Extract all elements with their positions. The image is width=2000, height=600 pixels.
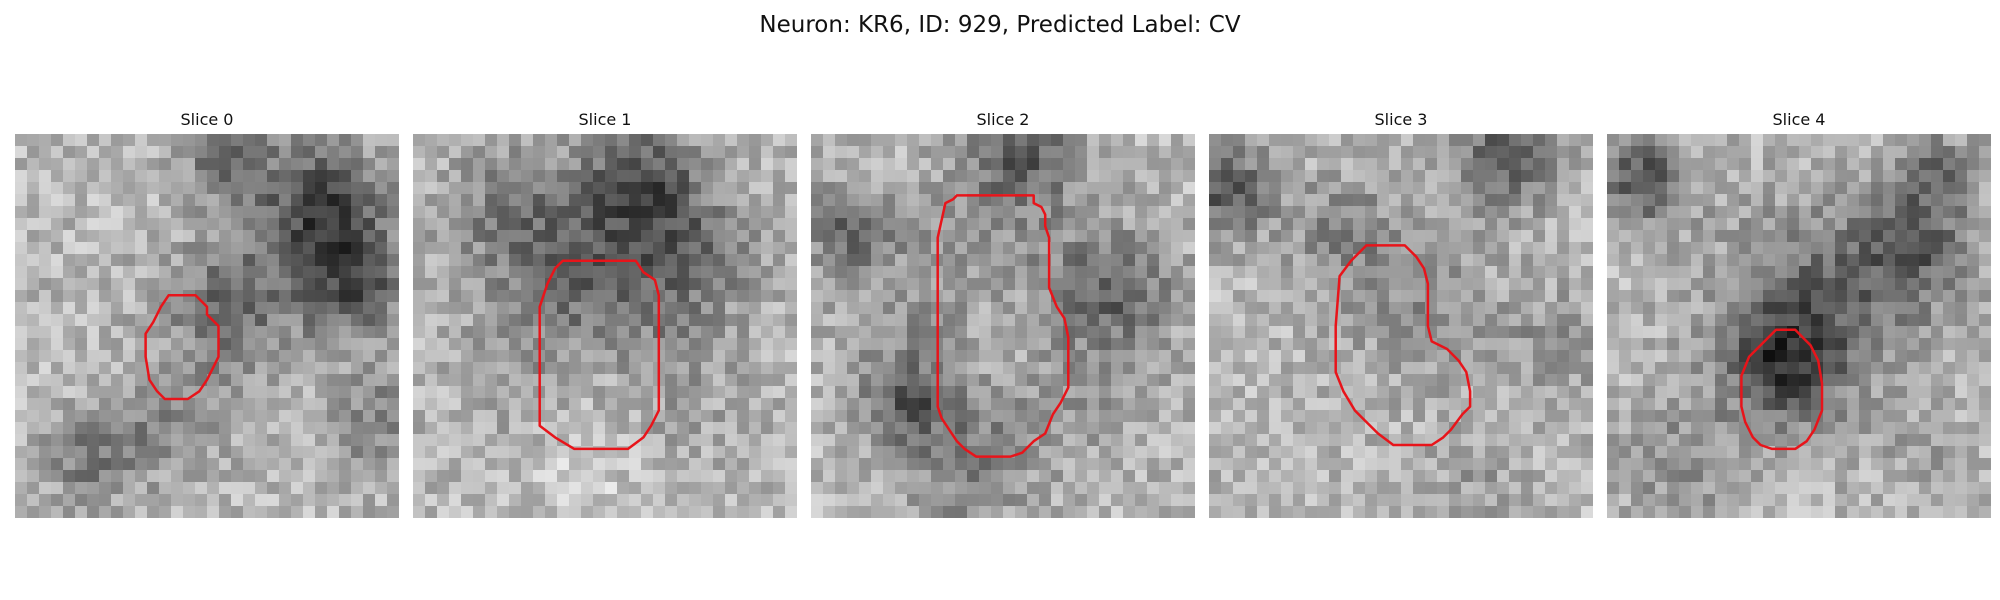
panel-slice-0: Slice 0 bbox=[15, 108, 399, 520]
segmentation-outline bbox=[144, 294, 220, 401]
panel-slice-4: Slice 4 bbox=[1607, 108, 1991, 520]
slice-image bbox=[15, 134, 399, 518]
segmentation-outline bbox=[1740, 328, 1824, 451]
figure-title: Neuron: KR6, ID: 929, Predicted Label: C… bbox=[759, 12, 1241, 38]
panel-title: Slice 4 bbox=[1772, 110, 1826, 129]
slice-image bbox=[811, 134, 1195, 518]
panel-title: Slice 0 bbox=[180, 110, 234, 129]
panel-title: Slice 3 bbox=[1374, 110, 1428, 129]
slice-image bbox=[1209, 134, 1593, 518]
segmentation-outline bbox=[936, 194, 1070, 458]
panel-title: Slice 1 bbox=[578, 110, 632, 129]
panel-slice-1: Slice 1 bbox=[413, 108, 797, 520]
segmentation-outline bbox=[538, 259, 661, 451]
segmentation-outline bbox=[1334, 244, 1472, 447]
slice-image bbox=[413, 134, 797, 518]
panel-title: Slice 2 bbox=[976, 110, 1030, 129]
slice-image bbox=[1607, 134, 1991, 518]
panel-slice-3: Slice 3 bbox=[1209, 108, 1593, 520]
panel-slice-2: Slice 2 bbox=[811, 108, 1195, 520]
